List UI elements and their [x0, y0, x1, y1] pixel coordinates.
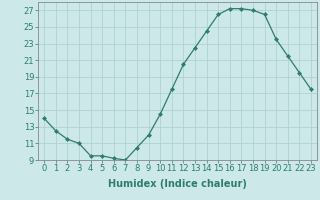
- X-axis label: Humidex (Indice chaleur): Humidex (Indice chaleur): [108, 179, 247, 189]
